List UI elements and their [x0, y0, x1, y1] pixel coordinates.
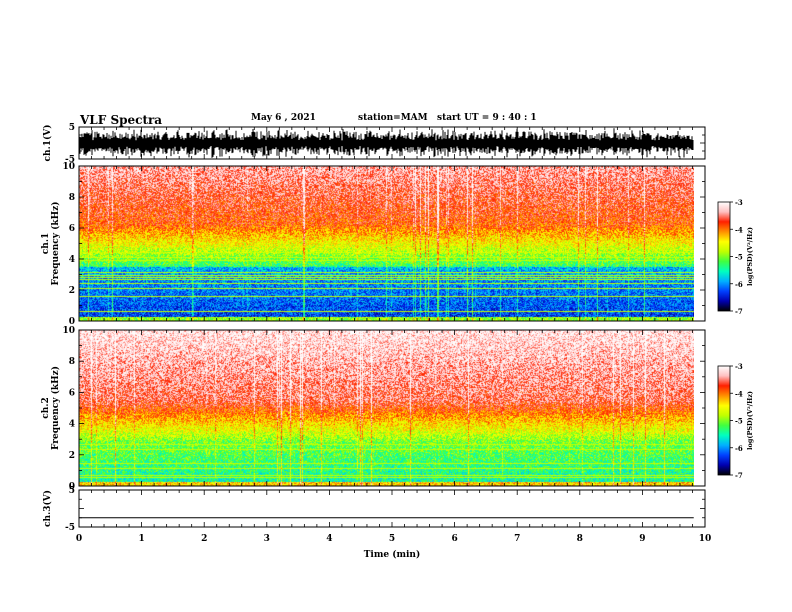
colorbar-tick-label: -4: [735, 225, 743, 234]
colorbar-1: [717, 201, 731, 312]
y-axis-title: Frequency (kHz): [50, 366, 61, 450]
y-tick-label: -5: [65, 523, 75, 533]
y-tick-label: 10: [62, 162, 75, 172]
colorbar-tick-label: -7: [735, 471, 743, 480]
x-tick-label: 3: [264, 534, 270, 544]
y-tick-label: 4: [69, 255, 75, 265]
y-tick-label: 4: [69, 420, 75, 430]
y-tick-label: -5: [65, 155, 75, 165]
y-tick-label: 0: [69, 317, 75, 327]
x-tick-label: 6: [451, 534, 457, 544]
colorbar-2: [717, 365, 731, 476]
y-tick-label: 5: [69, 486, 75, 496]
y-tick-label: 0: [69, 482, 75, 492]
colorbar-tick-label: -3: [735, 198, 743, 207]
y-axis-title: Frequency (kHz): [50, 201, 61, 285]
x-tick-label: 7: [514, 534, 520, 544]
x-tick-label: 10: [699, 534, 712, 544]
ch1-waveform-trace: [78, 128, 694, 158]
colorbar-title: log(PSD)(V²/Hz): [746, 227, 754, 286]
y-axis-title: ch.3(V): [42, 490, 53, 527]
y-axis-channel-label: ch.2: [41, 397, 51, 418]
y-tick-label: 5: [69, 123, 75, 133]
x-tick-label: 0: [76, 534, 82, 544]
x-tick-label: 8: [577, 534, 583, 544]
y-tick-label: 2: [69, 451, 75, 461]
colorbar-tick-label: -5: [735, 253, 743, 262]
y-axis-channel-label: ch.1: [41, 233, 51, 254]
colorbar-tick-label: -5: [735, 417, 743, 426]
colorbar-title: log(PSD)(V²/Hz): [746, 391, 754, 450]
y-tick-label: 10: [62, 326, 75, 336]
colorbar-tick-label: -3: [735, 362, 743, 371]
colorbar-tick-label: -6: [735, 444, 743, 453]
colorbar-tick-label: -4: [735, 389, 743, 398]
colorbar-tick-label: -6: [735, 280, 743, 289]
x-tick-label: 9: [639, 534, 645, 544]
y-tick-label: 8: [69, 357, 75, 367]
y-tick-label: 2: [69, 286, 75, 296]
x-tick-label: 2: [201, 534, 207, 544]
y-tick-label: 8: [69, 193, 75, 203]
x-axis-title: Time (min): [364, 549, 421, 560]
spectrogram-raster-ch1: [79, 166, 694, 321]
colorbar-tick-label: -7: [735, 307, 743, 316]
x-tick-label: 4: [326, 534, 332, 544]
x-tick-label: 1: [138, 534, 144, 544]
y-axis-title: ch.1(V): [42, 125, 53, 162]
spectrogram-raster-ch2: [79, 330, 694, 486]
chart-title: VLF Spectra: [80, 113, 163, 127]
start-time-label: start UT = 9 : 40 : 1: [437, 113, 537, 123]
station-label: station=MAM: [358, 113, 428, 123]
panel-frame-4: [78, 489, 706, 528]
x-tick-label: 5: [389, 534, 395, 544]
y-tick-label: 6: [69, 224, 75, 234]
date-label: May 6 , 2021: [251, 113, 316, 123]
y-tick-label: 6: [69, 388, 75, 398]
